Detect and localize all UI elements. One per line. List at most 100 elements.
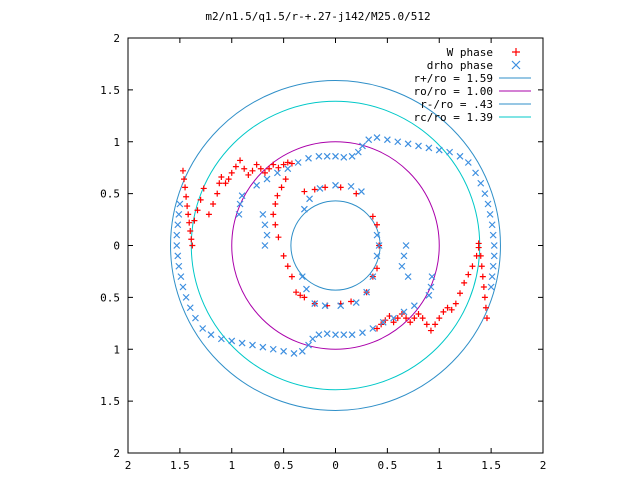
data-point — [217, 335, 225, 343]
legend-entry: W phase — [447, 46, 520, 59]
point-mark — [249, 167, 256, 174]
point-mark — [483, 315, 490, 322]
data-point — [315, 152, 323, 160]
point-mark — [488, 273, 496, 281]
point-mark — [332, 331, 339, 339]
point-mark — [176, 200, 184, 208]
point-mark — [272, 221, 279, 228]
data-point — [259, 343, 267, 351]
point-mark — [238, 192, 246, 200]
point-mark — [394, 138, 402, 146]
data-point — [369, 325, 377, 332]
data-point — [186, 219, 193, 226]
legend-label: r+/ro = 1.59 — [414, 72, 493, 85]
point-mark — [427, 283, 435, 291]
data-point — [288, 273, 295, 280]
data-point — [270, 161, 277, 168]
point-mark — [354, 148, 362, 156]
data-point — [311, 186, 318, 193]
data-point — [261, 221, 269, 229]
data-point — [182, 293, 190, 301]
data-point — [348, 331, 356, 339]
data-point — [456, 152, 464, 160]
point-mark — [481, 294, 488, 301]
data-point — [332, 331, 339, 339]
data-point — [176, 200, 184, 208]
point-mark — [486, 210, 494, 218]
y-tick-label: 1.5 — [100, 395, 120, 408]
data-point — [481, 294, 488, 301]
point-mark — [175, 262, 183, 270]
point-mark — [478, 263, 485, 270]
data-point — [185, 211, 192, 218]
data-point — [177, 273, 185, 281]
data-point — [274, 192, 281, 199]
point-mark — [490, 252, 498, 260]
point-mark — [266, 165, 273, 172]
data-point — [484, 200, 492, 208]
point-mark — [273, 169, 281, 177]
data-point — [205, 211, 212, 218]
data-point — [369, 213, 376, 220]
point-mark — [192, 314, 199, 322]
point-mark — [383, 136, 391, 144]
point-mark — [456, 152, 464, 160]
data-point — [394, 138, 402, 146]
data-point — [280, 252, 287, 259]
point-mark — [179, 283, 187, 291]
point-mark — [290, 349, 298, 357]
data-point — [245, 171, 252, 178]
data-point — [272, 221, 279, 228]
data-point — [189, 242, 196, 249]
point-mark — [425, 291, 433, 299]
legend-label: drho phase — [427, 59, 493, 72]
point-mark — [477, 179, 485, 187]
point-mark — [435, 146, 443, 154]
data-point — [298, 347, 306, 355]
data-point — [359, 142, 366, 150]
legend-label: rc/ro = 1.39 — [414, 111, 493, 124]
point-mark — [359, 329, 366, 337]
data-point — [173, 242, 181, 249]
data-point — [257, 165, 264, 172]
data-point — [415, 310, 422, 317]
data-point — [282, 176, 289, 183]
data-point — [488, 221, 496, 229]
series-circle-4 — [290, 200, 381, 291]
data-point — [311, 300, 319, 308]
data-point — [238, 192, 246, 200]
x-tick-label: 2 — [540, 459, 547, 472]
data-point — [479, 273, 486, 280]
point-mark — [490, 242, 498, 249]
data-point — [482, 304, 489, 311]
point-mark — [432, 321, 439, 328]
data-point — [404, 140, 412, 148]
data-point — [487, 283, 495, 291]
point-mark — [298, 347, 306, 355]
data-point — [186, 304, 194, 312]
data-point — [305, 341, 312, 349]
data-point — [194, 207, 201, 214]
point-mark — [444, 304, 451, 311]
point-mark — [288, 273, 295, 280]
point-mark — [205, 211, 212, 218]
point-mark — [301, 188, 308, 195]
data-point — [407, 319, 414, 326]
point-mark — [400, 308, 408, 316]
data-point — [363, 288, 371, 296]
point-mark — [373, 134, 381, 142]
point-mark — [321, 302, 329, 310]
data-point — [225, 176, 232, 183]
data-point — [301, 188, 308, 195]
data-point — [216, 180, 223, 187]
data-point — [323, 330, 331, 338]
data-point — [235, 210, 243, 218]
data-point — [359, 329, 366, 337]
point-mark — [181, 176, 188, 183]
data-point — [435, 146, 443, 154]
data-point — [332, 152, 339, 160]
point-mark — [369, 325, 377, 332]
data-point — [488, 273, 496, 281]
point-mark — [404, 273, 412, 281]
data-point — [306, 195, 313, 203]
